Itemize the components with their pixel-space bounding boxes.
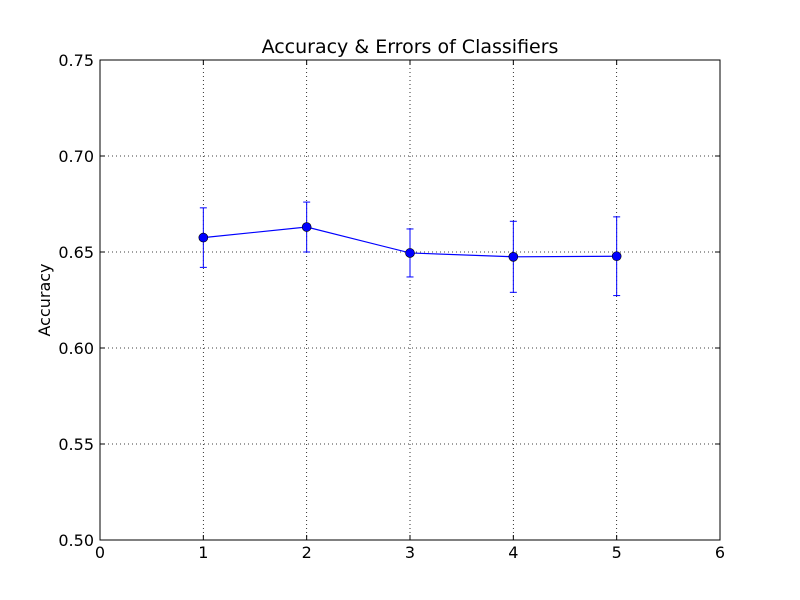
x-tick-label: 2 [302, 543, 312, 562]
data-point [405, 248, 415, 258]
data-point [198, 232, 209, 243]
chart-title: Accuracy & Errors of Classifiers [262, 36, 559, 58]
y-tick-label: 0.50 [58, 531, 94, 550]
y-tick-label: 0.75 [58, 51, 94, 70]
grid-lines [100, 60, 720, 540]
x-tick-label: 1 [198, 543, 208, 562]
data-point [508, 251, 519, 262]
data-point [301, 222, 312, 232]
x-tick-label: 4 [508, 543, 518, 562]
y-axis-label: Accuracy [35, 263, 54, 336]
data-point [611, 251, 622, 262]
x-tick-label: 6 [715, 543, 725, 562]
tick-layer: 0 1 2 3 4 5 6 0.50 0.55 0.60 0.65 0.70 0.75 [58, 51, 725, 562]
x-tick-label: 3 [405, 543, 415, 562]
y-tick-label: 0.65 [58, 243, 94, 262]
y-tick-label: 0.60 [58, 339, 94, 358]
x-tick-label: 0 [95, 543, 105, 562]
y-tick-label: 0.70 [58, 147, 94, 166]
x-tick-label: 5 [612, 543, 622, 562]
series-layer [198, 201, 622, 297]
y-tick-label: 0.55 [58, 435, 94, 454]
